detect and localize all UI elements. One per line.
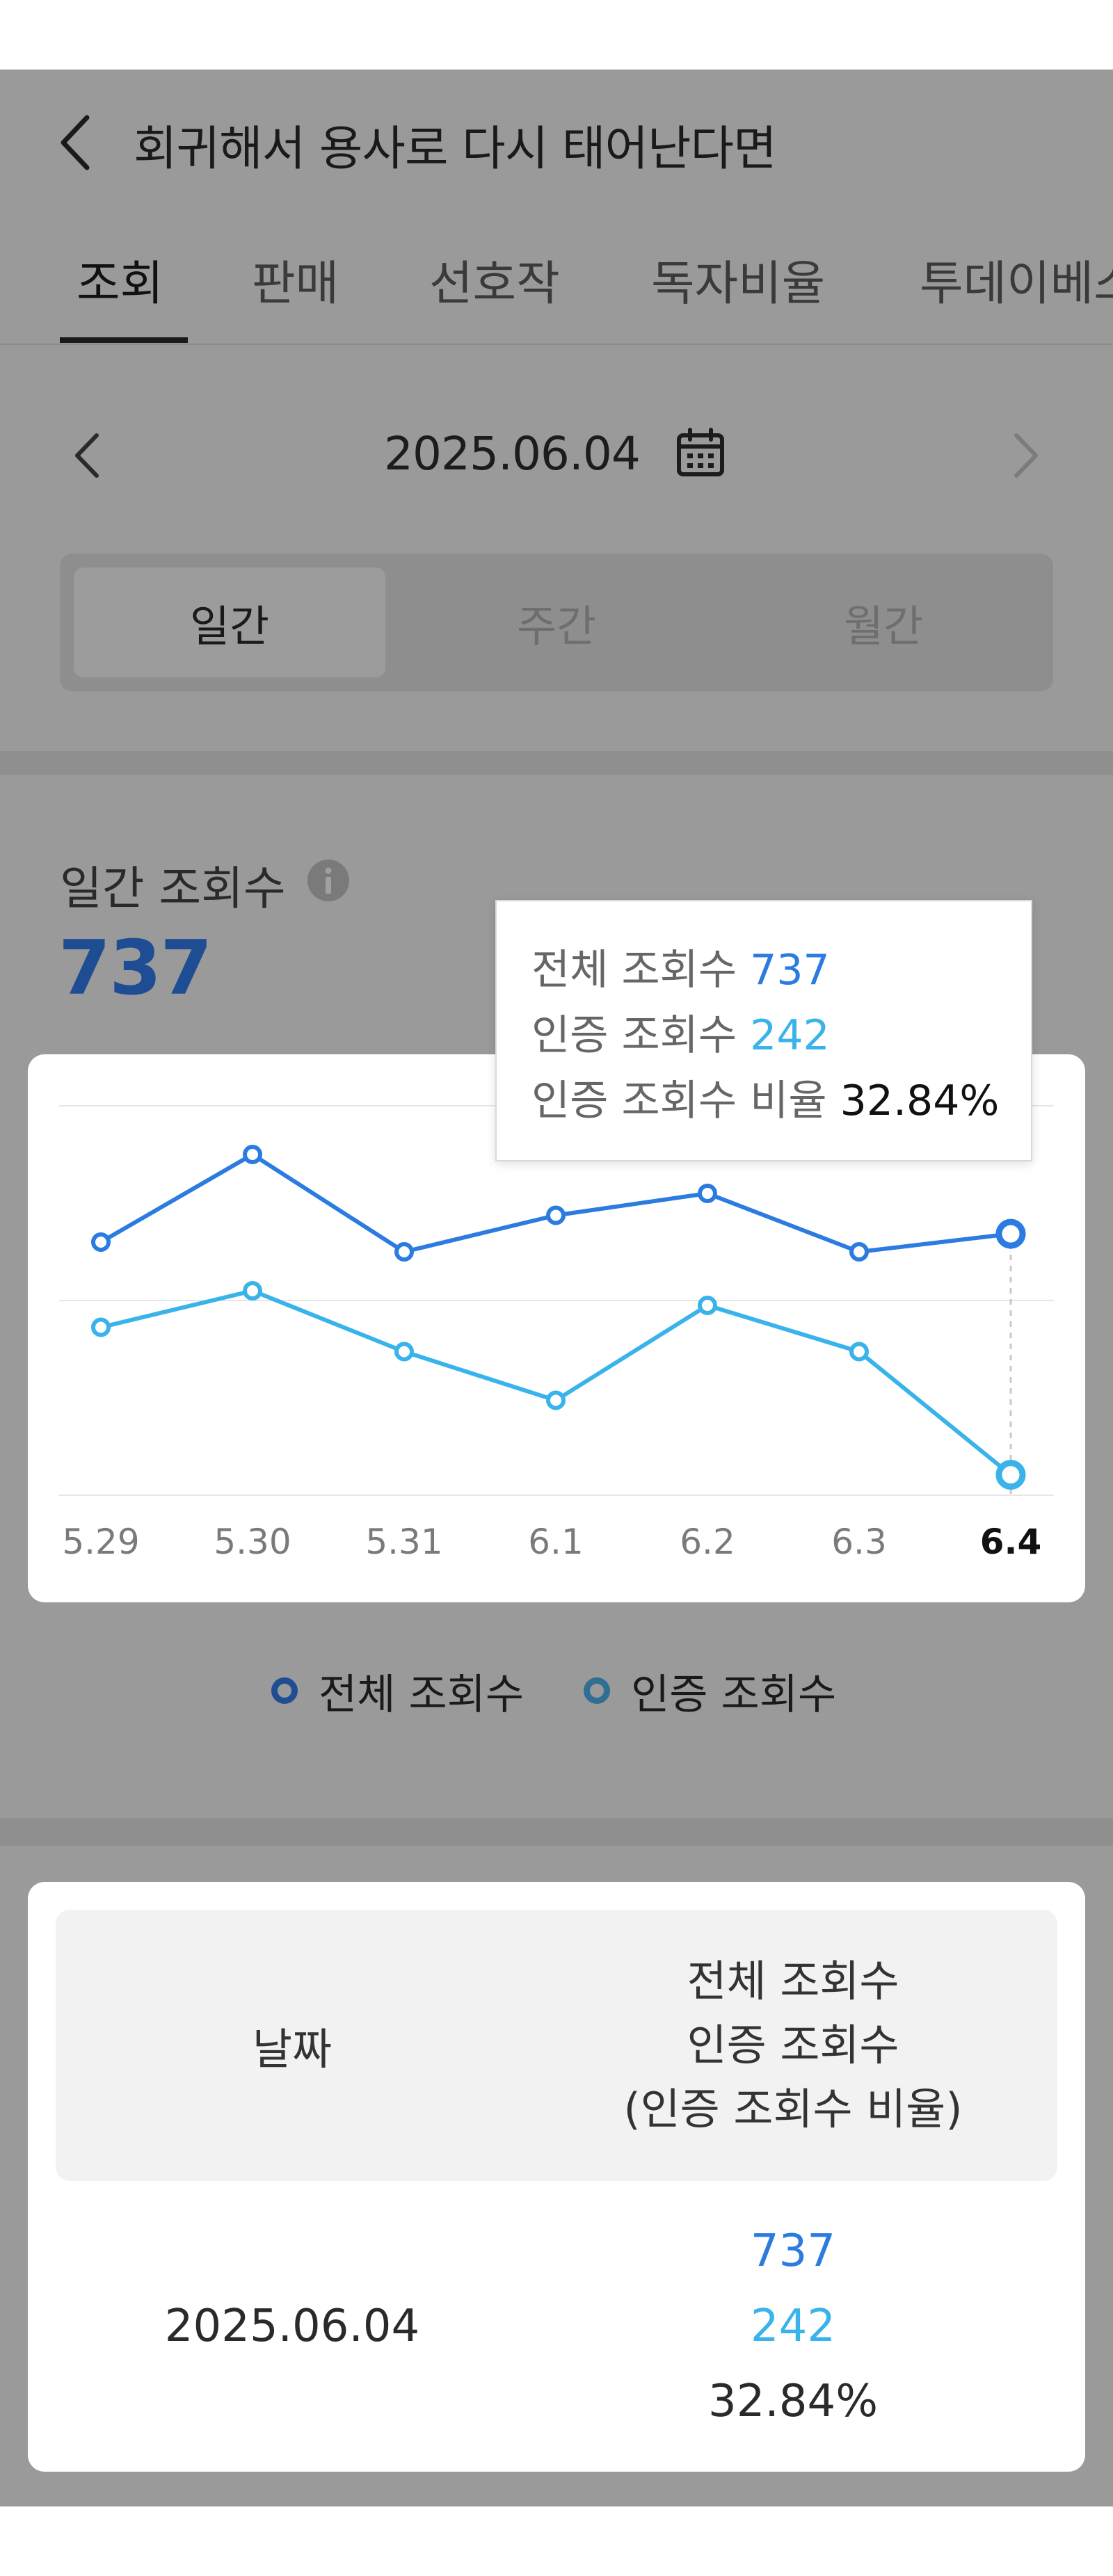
- row-date: 2025.06.04: [164, 2301, 420, 2352]
- data-point-total: [995, 1218, 1026, 1249]
- data-point-total: [698, 1184, 717, 1203]
- chart-legend: 전체 조회수 인증 조회수: [271, 1666, 896, 1719]
- period-monthly[interactable]: 월간: [843, 601, 924, 652]
- tab-today-best[interactable]: 투데이베스트: [920, 257, 1113, 312]
- next-date-button[interactable]: [1005, 424, 1047, 487]
- table-header: 날짜 전체 조회수 인증 조회수 (인증 조회수 비율): [56, 1910, 1057, 2181]
- data-point-cert: [91, 1317, 111, 1337]
- legend-label-total: 전체 조회수: [319, 1670, 525, 1719]
- x-tick-label: 6.2: [680, 1522, 735, 1562]
- calendar-button[interactable]: [673, 426, 728, 480]
- row-ratio: 32.84%: [707, 2376, 879, 2427]
- page-title: 회귀해서 용사로 다시 태어난다면: [134, 122, 777, 177]
- chart-tooltip: 전체 조회수 737 인증 조회수 242 인증 조회수 비율 32.84%: [495, 900, 1032, 1161]
- x-tick-label: 6.1: [528, 1522, 584, 1562]
- metric-label: 일간 조회수: [60, 862, 286, 915]
- data-point-cert: [546, 1390, 566, 1410]
- previous-date-button[interactable]: [66, 424, 108, 487]
- tab-sales[interactable]: 판매: [252, 257, 339, 312]
- period-weekly[interactable]: 주간: [516, 601, 597, 652]
- data-point-total: [849, 1242, 869, 1262]
- chevron-left-icon: [61, 115, 90, 170]
- tooltip-cert-row: 인증 조회수 242: [531, 1001, 1031, 1067]
- data-point-cert: [995, 1460, 1026, 1490]
- section-divider: [0, 751, 1113, 775]
- header-metrics: 전체 조회수 인증 조회수 (인증 조회수 비율): [529, 1910, 1057, 2181]
- data-point-total: [243, 1145, 262, 1164]
- x-tick-label: 6.3: [831, 1522, 887, 1562]
- series-line-cert: [100, 1289, 1012, 1476]
- tooltip-total-value: 737: [750, 946, 830, 995]
- x-tick-label: 5.29: [62, 1522, 139, 1562]
- header-date: 날짜: [252, 2024, 333, 2075]
- header-ratio: (인증 조회수 비율): [623, 2084, 963, 2134]
- tab-views[interactable]: 조회: [77, 257, 164, 312]
- legend-marker-total: [271, 1677, 298, 1704]
- calendar-icon: [677, 428, 724, 476]
- bottom-area: [0, 2506, 1113, 2576]
- tooltip-cert-value: 242: [750, 1011, 830, 1060]
- header-cert: 인증 조회수: [687, 2020, 899, 2070]
- selected-date[interactable]: 2025.06.04: [384, 427, 641, 481]
- tab-reader-ratio[interactable]: 독자비율: [651, 257, 826, 312]
- row-total: 737: [750, 2225, 836, 2277]
- x-tick-label: 6.4: [980, 1522, 1042, 1562]
- back-button[interactable]: [54, 111, 96, 174]
- data-point-total: [394, 1242, 414, 1262]
- tooltip-total-row: 전체 조회수 737: [531, 936, 1031, 1001]
- x-tick-label: 5.31: [365, 1522, 442, 1562]
- legend-marker-cert: [584, 1677, 611, 1704]
- tooltip-total-label: 전체 조회수: [531, 946, 737, 995]
- status-bar-area: [0, 0, 1113, 70]
- header-total: 전체 조회수: [687, 1956, 899, 2006]
- row-cert: 242: [750, 2301, 836, 2352]
- stats-table: 날짜 전체 조회수 인증 조회수 (인증 조회수 비율) 2025.06.04 …: [28, 1882, 1085, 2472]
- data-point-cert: [849, 1342, 869, 1362]
- divider: [0, 344, 1113, 345]
- active-tab-indicator: [60, 337, 188, 343]
- header: [0, 70, 1113, 344]
- tooltip-ratio-label: 인증 조회수 비율: [531, 1077, 827, 1125]
- legend-item-cert[interactable]: 인증 조회수: [584, 1661, 836, 1721]
- period-daily[interactable]: 일간: [74, 567, 385, 677]
- info-icon[interactable]: [306, 858, 351, 903]
- legend-item-total[interactable]: 전체 조회수: [271, 1661, 524, 1721]
- series-line-total: [99, 1152, 1011, 1254]
- row-metrics: 737 242 32.84%: [529, 2181, 1057, 2472]
- data-point-total: [546, 1205, 566, 1225]
- legend-label-cert: 인증 조회수: [631, 1670, 837, 1719]
- tab-favorites[interactable]: 선호작: [429, 257, 560, 312]
- tooltip-ratio-row: 인증 조회수 비율 32.84%: [531, 1067, 1031, 1132]
- data-point-total: [91, 1232, 111, 1252]
- data-point-cert: [698, 1296, 717, 1315]
- data-point-cert: [243, 1281, 262, 1301]
- chevron-right-icon: [1014, 433, 1038, 478]
- tab-bar: 조회 판매 선호작 독자비율 투데이베스트: [0, 230, 1113, 344]
- x-tick-label: 5.30: [214, 1522, 291, 1562]
- metric-value: 737: [58, 925, 212, 1012]
- section-divider: [0, 1818, 1113, 1846]
- chevron-left-icon: [75, 433, 99, 478]
- data-point-cert: [394, 1342, 414, 1362]
- period-selector: 일간 주간 월간: [60, 554, 1053, 691]
- tooltip-cert-label: 인증 조회수: [531, 1011, 737, 1060]
- tooltip-ratio-value: 32.84%: [840, 1077, 1000, 1125]
